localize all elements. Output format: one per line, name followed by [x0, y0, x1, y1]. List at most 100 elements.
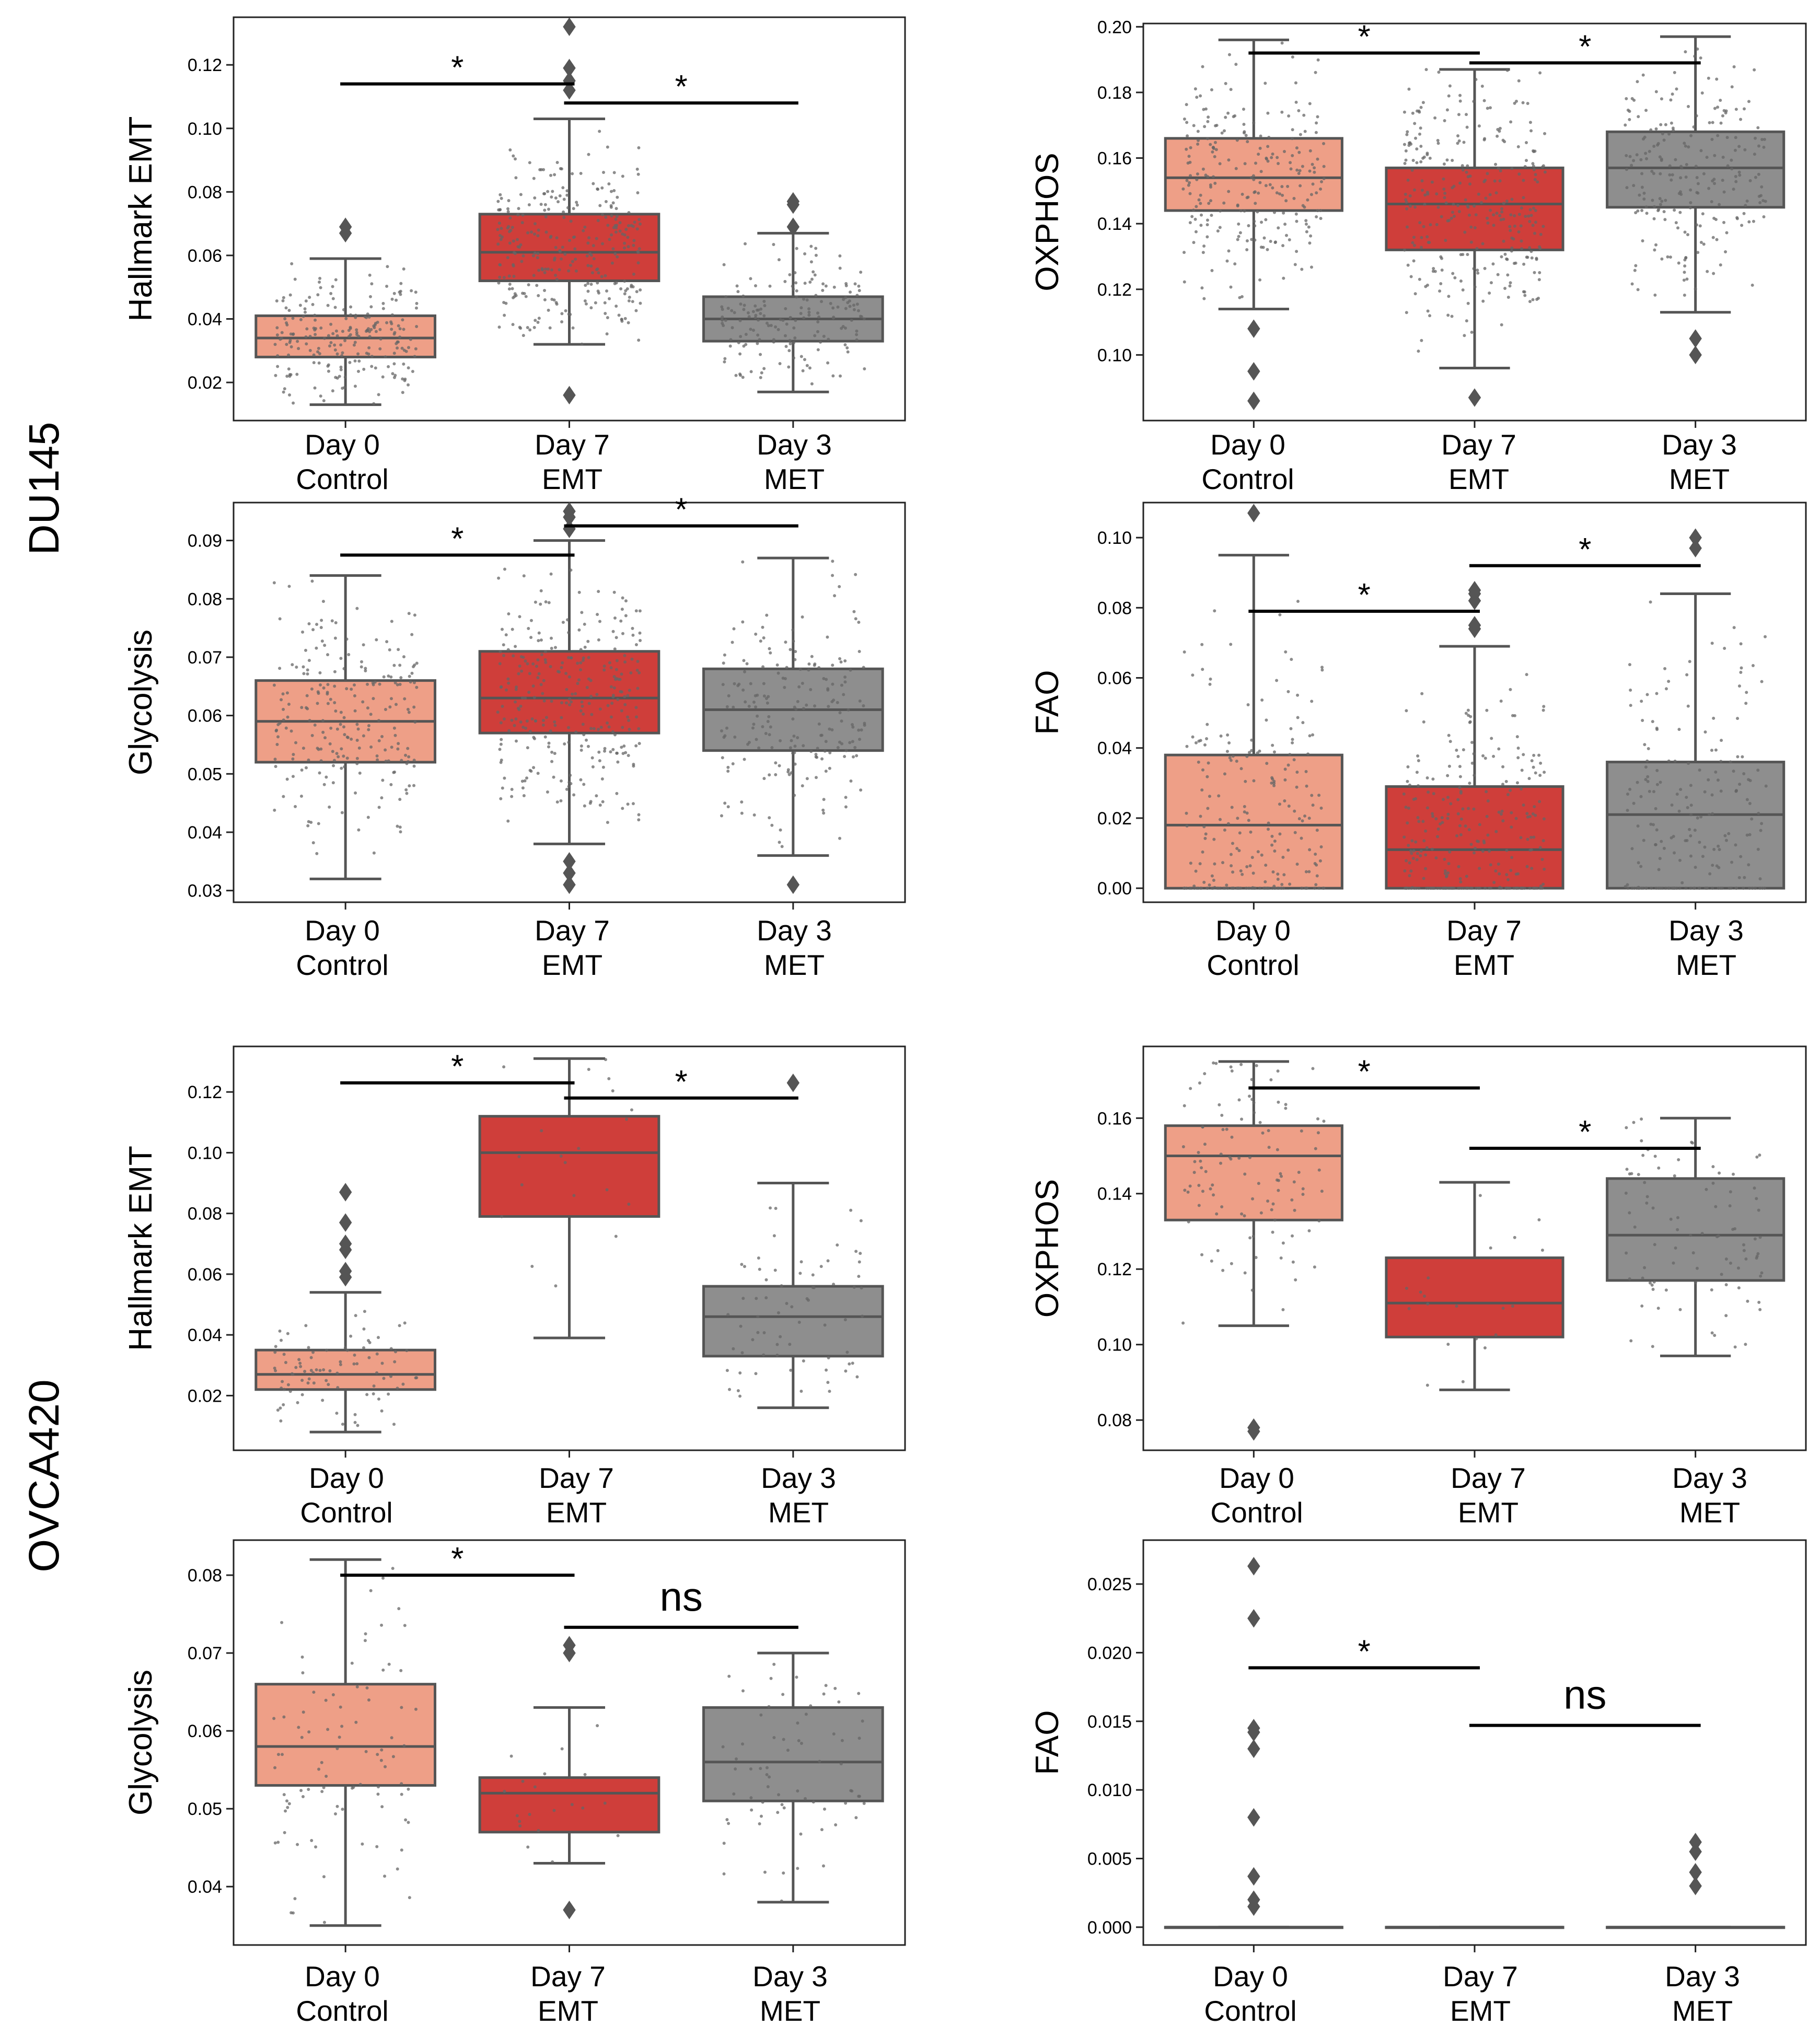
jitter-point [1762, 215, 1766, 218]
jitter-point [619, 287, 623, 290]
jitter-point [1277, 161, 1280, 165]
jitter-point [498, 275, 502, 279]
jitter-point [1532, 150, 1536, 154]
jitter-point [377, 806, 381, 809]
jitter-point [1276, 1178, 1279, 1182]
jitter-point [1525, 673, 1528, 677]
jitter-point [1225, 883, 1228, 887]
jitter-point [398, 663, 402, 667]
jitter-point [1272, 211, 1276, 214]
jitter-point [1498, 126, 1502, 130]
jitter-point [572, 793, 576, 797]
category-day: Day 0 [305, 914, 380, 947]
jitter-point [1667, 132, 1671, 136]
jitter-point [1488, 887, 1491, 890]
jitter-point [833, 594, 837, 598]
jitter-point [1426, 192, 1430, 196]
jitter-point [624, 751, 628, 754]
jitter-point [1745, 798, 1749, 801]
jitter-point [793, 744, 797, 748]
jitter-point [595, 237, 598, 240]
jitter-point [1230, 1262, 1233, 1265]
jitter-point [601, 800, 605, 803]
jitter-point [1467, 213, 1471, 217]
jitter-point [1320, 180, 1324, 183]
jitter-point [1528, 208, 1532, 212]
jitter-point [801, 615, 804, 619]
jitter-point [1205, 723, 1209, 726]
jitter-point [297, 1726, 300, 1729]
jitter-point [1229, 285, 1233, 289]
jitter-point [1213, 141, 1217, 144]
jitter-point [326, 692, 329, 696]
jitter-point [783, 280, 787, 283]
jitter-point [1629, 1339, 1633, 1343]
jitter-point [400, 759, 403, 762]
jitter-point [533, 251, 537, 255]
jitter-point [857, 728, 861, 732]
jitter-point [550, 636, 553, 640]
jitter-point [400, 1792, 403, 1796]
jitter-point [1210, 874, 1214, 878]
jitter-point [767, 1705, 771, 1708]
jitter-point [1270, 156, 1273, 159]
jitter-point [623, 241, 627, 245]
significance-label: * [675, 1064, 688, 1100]
jitter-point [844, 1801, 848, 1805]
jitter-point [1221, 861, 1225, 865]
jitter-point [408, 784, 411, 788]
jitter-point [321, 1399, 324, 1402]
jitter-point [587, 236, 591, 240]
jitter-point [1758, 887, 1762, 890]
jitter-point [1442, 187, 1446, 191]
jitter-point [1244, 134, 1248, 137]
jitter-point [393, 1360, 397, 1364]
jitter-point [1469, 715, 1473, 718]
significance-label: ns [1563, 1672, 1606, 1718]
jitter-point [1534, 771, 1537, 775]
jitter-point [574, 269, 578, 273]
category-label-met: Day 3 MET [761, 1462, 836, 1529]
jitter-point [1315, 215, 1318, 218]
jitter-point [382, 1377, 386, 1380]
jitter-point [863, 724, 866, 727]
jitter-point [1506, 793, 1510, 796]
jitter-point [1719, 98, 1722, 102]
jitter-point [1529, 835, 1533, 839]
jitter-point [1716, 778, 1720, 782]
jitter-point [291, 333, 295, 336]
jitter-point [386, 265, 389, 269]
jitter-point [851, 755, 855, 759]
jitter-point [327, 369, 330, 373]
jitter-point [1246, 703, 1250, 707]
jitter-point [1250, 856, 1254, 859]
jitter-point [306, 707, 309, 711]
jitter-point [282, 718, 285, 722]
jitter-point [626, 715, 630, 719]
category-label-control: Day 0 Control [300, 1462, 392, 1529]
jitter-point [307, 758, 310, 762]
jitter-point [403, 697, 407, 701]
jitter-point [1467, 807, 1470, 810]
jitter-point [310, 579, 314, 583]
category-condition: EMT [542, 463, 602, 495]
jitter-point [399, 676, 403, 680]
jitter-point [1432, 267, 1435, 271]
jitter-point [822, 1692, 826, 1696]
jitter-point [1240, 295, 1244, 298]
jitter-point [855, 338, 859, 342]
jitter-point [739, 1324, 743, 1328]
jitter-point [282, 1715, 286, 1719]
jitter-point [1199, 193, 1202, 197]
jitter-point [1442, 177, 1445, 181]
jitter-point [1444, 239, 1447, 242]
jitter-points [272, 579, 419, 855]
y-tick-label: 0.16 [1097, 1109, 1132, 1128]
jitter-point [1748, 887, 1752, 890]
jitter-point [620, 709, 623, 713]
jitter-point [1447, 94, 1451, 98]
jitter-point [532, 736, 536, 739]
outlier-diamond [563, 875, 576, 894]
jitter-point [854, 573, 857, 576]
